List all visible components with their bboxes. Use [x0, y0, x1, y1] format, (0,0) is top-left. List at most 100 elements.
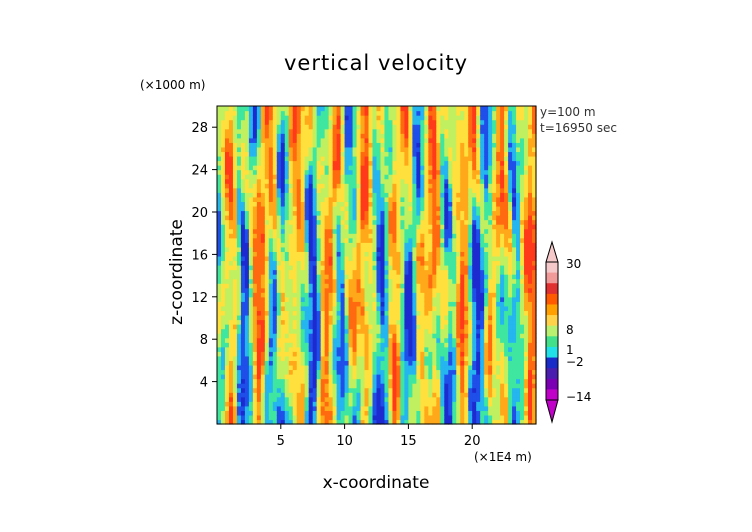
field-cell	[352, 396, 358, 402]
field-cell	[424, 401, 429, 407]
field-cell	[444, 351, 449, 357]
field-cell	[296, 328, 302, 334]
field-cell	[224, 119, 230, 125]
field-cell	[424, 201, 429, 207]
field-cell	[256, 364, 262, 371]
field-cell	[348, 310, 354, 316]
field-cell	[492, 260, 497, 266]
field-cell	[316, 128, 322, 134]
field-cell	[252, 396, 258, 402]
field-cell	[272, 337, 278, 343]
field-cell	[500, 310, 505, 316]
field-cell	[268, 205, 274, 212]
field-cell	[332, 383, 338, 389]
field-cell	[260, 242, 266, 248]
field-cell	[492, 246, 497, 252]
field-cell	[328, 106, 334, 112]
field-cell	[460, 383, 465, 389]
field-cell	[284, 342, 290, 348]
field-cell	[360, 251, 366, 257]
field-cell	[440, 301, 445, 307]
field-cell	[468, 314, 473, 321]
field-cell	[332, 274, 338, 280]
field-cell	[396, 360, 402, 366]
field-cell	[304, 169, 310, 175]
field-cell	[348, 183, 354, 189]
field-cell	[332, 405, 338, 411]
field-cell	[236, 151, 242, 157]
field-cell	[336, 346, 342, 352]
field-cell	[248, 237, 254, 243]
field-cell	[296, 174, 302, 180]
field-cell	[460, 187, 465, 193]
field-cell	[280, 251, 286, 257]
field-cell	[288, 401, 294, 407]
field-cell	[388, 364, 394, 371]
field-cell	[308, 201, 314, 207]
field-cell	[440, 292, 445, 298]
field-cell	[428, 237, 433, 243]
field-cell	[272, 396, 278, 402]
field-cell	[456, 251, 461, 257]
field-cell	[224, 269, 230, 275]
field-cell	[448, 310, 453, 316]
field-cell	[360, 396, 366, 402]
field-cell	[296, 246, 302, 252]
field-cell	[472, 324, 477, 330]
field-cell	[264, 178, 270, 184]
field-cell	[296, 196, 302, 202]
field-cell	[344, 383, 350, 389]
field-cell	[260, 151, 266, 157]
field-cell	[480, 137, 485, 143]
field-cell	[240, 133, 246, 139]
field-cell	[428, 160, 433, 166]
field-cell	[348, 210, 354, 216]
field-cell	[356, 228, 362, 234]
field-cell	[452, 401, 457, 407]
field-cell	[328, 419, 334, 425]
field-cell	[408, 374, 413, 380]
field-cell	[396, 155, 402, 162]
field-cell	[396, 369, 402, 375]
field-cell	[436, 169, 441, 175]
field-cell	[336, 355, 342, 361]
field-cell	[332, 278, 338, 284]
field-cell	[468, 287, 473, 293]
field-cell	[336, 337, 342, 343]
field-cell	[480, 155, 485, 162]
field-cell	[308, 187, 314, 193]
field-cell	[480, 106, 485, 112]
field-cell	[276, 106, 282, 112]
field-cell	[424, 251, 429, 257]
field-cell	[328, 324, 334, 330]
field-cell	[336, 215, 342, 221]
field-cell	[320, 414, 326, 421]
field-cell	[344, 178, 350, 184]
field-cell	[256, 292, 262, 298]
field-cell	[240, 160, 246, 166]
field-cell	[412, 374, 417, 380]
field-cell	[476, 183, 481, 189]
field-cell	[448, 242, 453, 248]
field-cell	[232, 237, 238, 243]
field-cell	[428, 124, 433, 130]
field-cell	[400, 246, 406, 252]
field-cell	[436, 237, 441, 243]
field-cell	[496, 355, 501, 361]
field-cell	[400, 269, 406, 275]
field-cell	[244, 419, 250, 425]
field-cell	[500, 369, 505, 375]
field-cell	[308, 251, 314, 257]
field-cell	[352, 133, 358, 139]
field-cell	[264, 137, 270, 143]
field-cell	[452, 383, 457, 389]
field-cell	[408, 414, 413, 421]
field-cell	[496, 319, 501, 325]
field-cell	[496, 260, 501, 266]
field-cell	[228, 301, 234, 307]
field-cell	[432, 387, 437, 393]
field-cell	[476, 219, 481, 225]
field-cell	[496, 419, 501, 425]
field-cell	[312, 414, 318, 421]
field-cell	[324, 155, 330, 162]
